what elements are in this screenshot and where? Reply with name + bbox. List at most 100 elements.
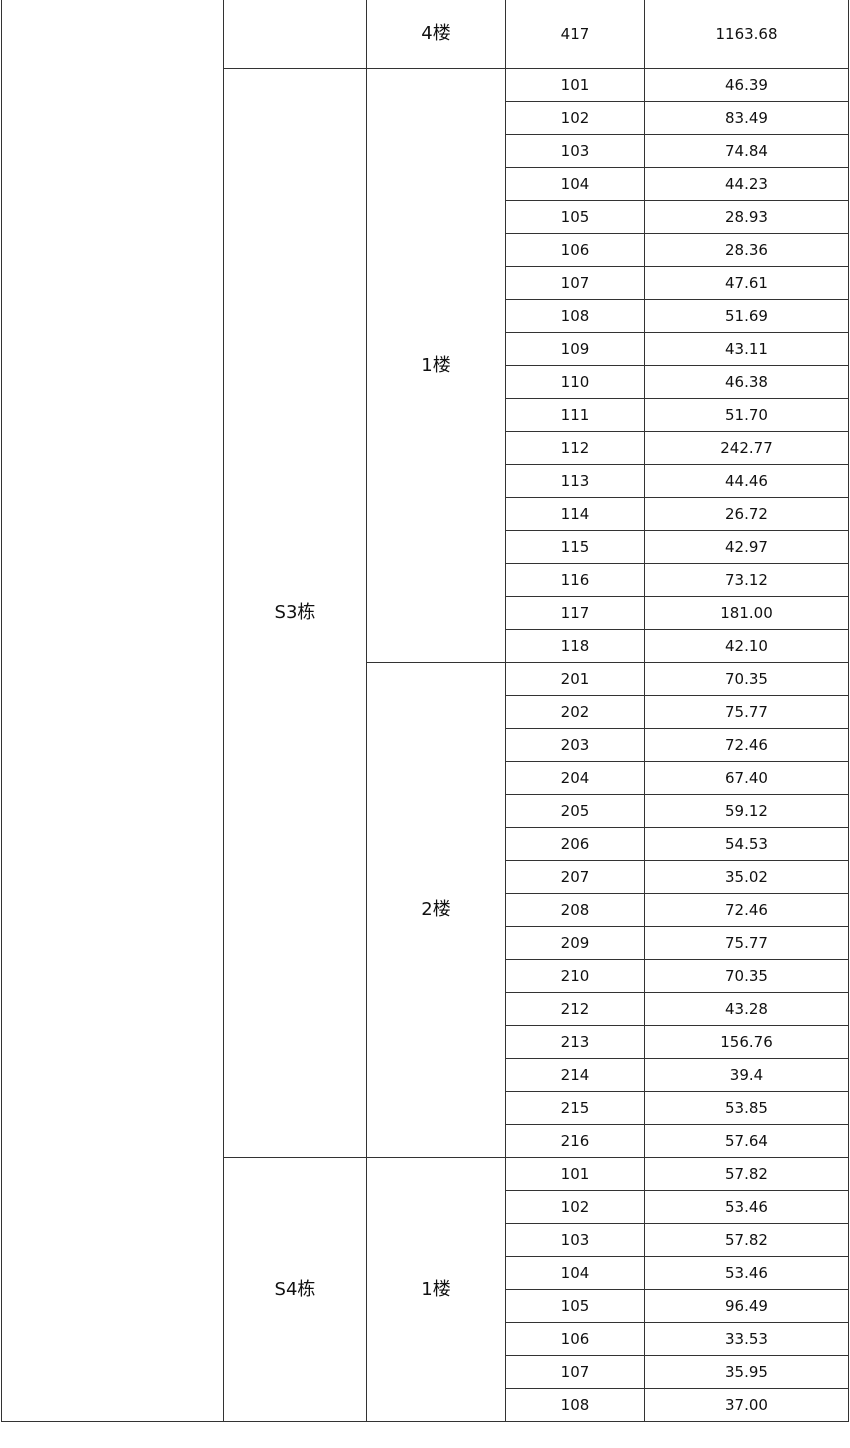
table-row: 102 83.49 — [2, 101, 849, 135]
area-cell: 28.93 — [644, 200, 849, 234]
room-cell: 118 — [505, 629, 645, 663]
room-cell: 101 — [505, 68, 645, 102]
floor-cell: 1楼 — [366, 68, 506, 663]
room-cell: 116 — [505, 563, 645, 597]
area-cell: 33.53 — [644, 1322, 849, 1356]
area-cell: 57.64 — [644, 1124, 849, 1158]
table-row: 104 53.46 — [2, 1256, 849, 1290]
table-row: 106 28.36 — [2, 233, 849, 267]
area-cell: 47.61 — [644, 266, 849, 300]
room-cell: 112 — [505, 431, 645, 465]
area-cell: 74.84 — [644, 134, 849, 168]
table-row: 207 35.02 — [2, 860, 849, 894]
table-row: 104 44.23 — [2, 167, 849, 201]
area-cell: 181.00 — [644, 596, 849, 630]
room-cell: 104 — [505, 167, 645, 201]
table-row: 108 37.00 — [2, 1388, 849, 1422]
area-cell: 39.4 — [644, 1058, 849, 1092]
area-cell: 42.10 — [644, 629, 849, 663]
area-cell: 57.82 — [644, 1223, 849, 1257]
room-cell: 204 — [505, 761, 645, 795]
room-cell: 213 — [505, 1025, 645, 1059]
room-cell: 202 — [505, 695, 645, 729]
room-cell: 215 — [505, 1091, 645, 1125]
area-cell: 53.46 — [644, 1190, 849, 1224]
area-cell: 42.97 — [644, 530, 849, 564]
room-cell: 203 — [505, 728, 645, 762]
table-row: 206 54.53 — [2, 827, 849, 861]
room-cell: 210 — [505, 959, 645, 993]
area-cell: 83.49 — [644, 101, 849, 135]
area-cell: 51.69 — [644, 299, 849, 333]
room-area-table: 4楼 417 1163.68 S3栋 1楼 101 46.39 102 83.49 103 7… — [1, 0, 849, 1422]
room-cell: 102 — [505, 1190, 645, 1224]
room-cell: 209 — [505, 926, 645, 960]
floor-cell: 2楼 — [366, 662, 506, 1158]
room-cell: 102 — [505, 101, 645, 135]
area-cell: 35.95 — [644, 1355, 849, 1389]
table-row: 107 47.61 — [2, 266, 849, 300]
room-cell: 115 — [505, 530, 645, 564]
area-cell: 59.12 — [644, 794, 849, 828]
table-body: 4楼 417 1163.68 S3栋 1楼 101 46.39 102 83.49 103 7… — [1, 0, 849, 1422]
area-cell: 72.46 — [644, 728, 849, 762]
room-cell: 212 — [505, 992, 645, 1026]
area-cell: 70.35 — [644, 959, 849, 993]
table-row: S4栋 1楼 101 57.82 — [2, 1157, 849, 1422]
room-cell: 208 — [505, 893, 645, 927]
area-cell: 43.11 — [644, 332, 849, 366]
area-cell: 96.49 — [644, 1289, 849, 1323]
room-cell: 108 — [505, 1388, 645, 1422]
table-row: 105 96.49 — [2, 1289, 849, 1323]
area-cell: 70.35 — [644, 662, 849, 696]
area-cell: 46.38 — [644, 365, 849, 399]
room-cell: 105 — [505, 1289, 645, 1323]
table-row: 113 44.46 — [2, 464, 849, 498]
area-cell: 35.02 — [644, 860, 849, 894]
area-cell: 73.12 — [644, 563, 849, 597]
room-cell: 117 — [505, 596, 645, 630]
room-cell: 114 — [505, 497, 645, 531]
table-row: 209 75.77 — [2, 926, 849, 960]
building-cell — [223, 0, 367, 69]
area-cell: 26.72 — [644, 497, 849, 531]
table-row: S3栋 1楼 101 46.39 — [2, 68, 849, 1158]
room-cell: 206 — [505, 827, 645, 861]
table-row: 214 39.4 — [2, 1058, 849, 1092]
blank-cell — [1, 0, 224, 1422]
table-row: 106 33.53 — [2, 1322, 849, 1356]
room-cell: 207 — [505, 860, 645, 894]
area-cell: 75.77 — [644, 695, 849, 729]
table-row: 112 242.77 — [2, 431, 849, 465]
area-cell: 54.53 — [644, 827, 849, 861]
table-row: 2楼 201 70.35 — [2, 662, 849, 1158]
room-cell: 201 — [505, 662, 645, 696]
room-cell: 101 — [505, 1157, 645, 1191]
table-row: 203 72.46 — [2, 728, 849, 762]
floor-cell: 4楼 — [366, 0, 506, 69]
room-cell: 107 — [505, 1355, 645, 1389]
room-cell: 105 — [505, 200, 645, 234]
table-row: 103 57.82 — [2, 1223, 849, 1257]
area-cell: 156.76 — [644, 1025, 849, 1059]
area-cell: 1163.68 — [644, 0, 849, 69]
area-cell: 37.00 — [644, 1388, 849, 1422]
table-row: 215 53.85 — [2, 1091, 849, 1125]
table-row: 105 28.93 — [2, 200, 849, 234]
building-cell: S4栋 — [223, 1157, 367, 1422]
room-cell: 104 — [505, 1256, 645, 1290]
room-cell: 109 — [505, 332, 645, 366]
room-cell: 113 — [505, 464, 645, 498]
area-cell: 67.40 — [644, 761, 849, 795]
table-row: 4楼 417 1163.68 — [1, 0, 849, 1422]
area-cell: 51.70 — [644, 398, 849, 432]
table-row: 109 43.11 — [2, 332, 849, 366]
table-row: 204 67.40 — [2, 761, 849, 795]
room-cell: 214 — [505, 1058, 645, 1092]
room-cell: 106 — [505, 1322, 645, 1356]
area-cell: 44.46 — [644, 464, 849, 498]
building-cell: S3栋 — [223, 68, 367, 1158]
room-cell: 107 — [505, 266, 645, 300]
room-cell: 110 — [505, 365, 645, 399]
table-row: 114 26.72 — [2, 497, 849, 531]
